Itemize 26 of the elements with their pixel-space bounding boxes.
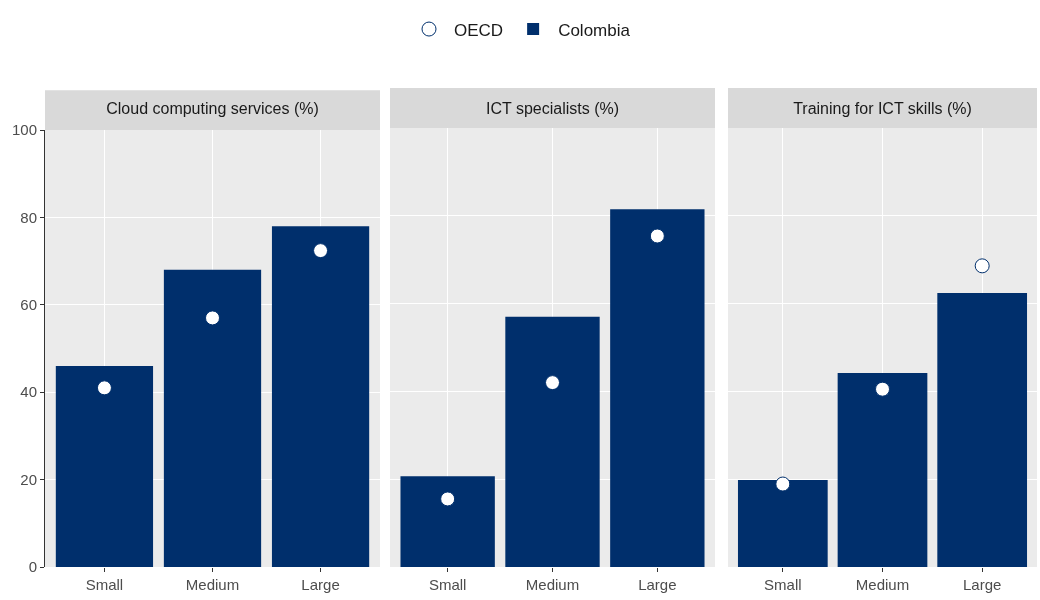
y-tick-label: 60	[20, 296, 37, 314]
legend-label: OECD	[454, 20, 504, 40]
x-tick-label: Medium	[855, 576, 910, 593]
y-tick-label: 0	[28, 558, 37, 576]
x-tick-label: Small	[85, 576, 124, 593]
x-tick-label: Large	[301, 576, 340, 593]
point	[313, 243, 329, 259]
point	[205, 310, 220, 326]
bar	[55, 365, 154, 567]
y-tick-label: 100	[11, 121, 37, 139]
point	[96, 380, 112, 396]
chart-title: Training for ICT skills (%)	[793, 99, 972, 117]
x-tick-label: Medium	[525, 576, 580, 593]
legend-label: Colombia	[558, 20, 631, 40]
y-tick-label: 40	[20, 383, 37, 401]
x-tick-label: Small	[764, 576, 802, 593]
y-tick-label: 80	[20, 208, 37, 226]
x-tick-label: Large	[638, 576, 677, 593]
x-tick-label: Small	[428, 576, 467, 593]
y-tick-label: 20	[20, 470, 37, 488]
chart-title: ICT specialists (%)	[485, 99, 620, 117]
chart-title: Cloud computing services (%)	[106, 99, 319, 117]
x-tick-label: Medium	[185, 576, 240, 593]
bar	[271, 226, 370, 567]
bar	[163, 269, 262, 567]
x-tick-label: Large	[962, 576, 1002, 593]
